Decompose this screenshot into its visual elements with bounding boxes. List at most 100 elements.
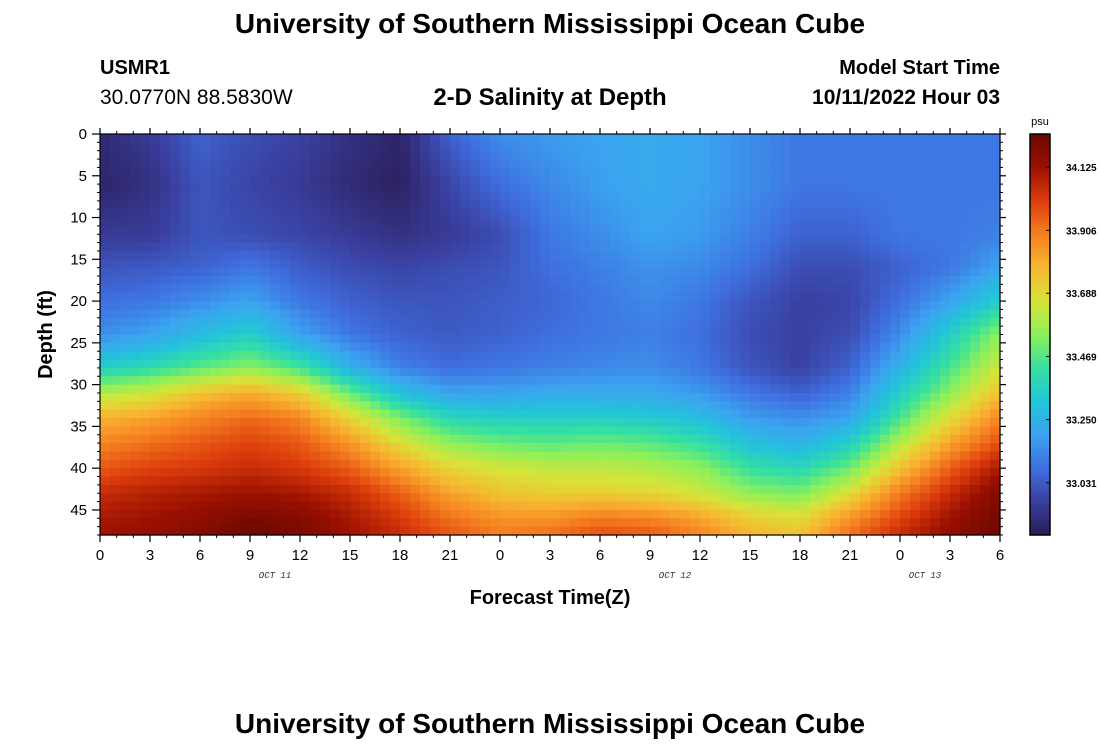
heatmap-cell (820, 284, 831, 294)
heatmap-cell (810, 317, 821, 327)
heatmap-cell (670, 493, 681, 503)
heatmap-cell (250, 284, 261, 294)
heatmap-cell (470, 509, 481, 519)
heatmap-cell (880, 367, 891, 377)
heatmap-cell (680, 493, 691, 503)
heatmap-cell (650, 192, 661, 202)
heatmap-cell (810, 192, 821, 202)
heatmap-cell (490, 267, 501, 277)
heatmap-cell (610, 526, 621, 536)
heatmap-cell (820, 142, 831, 152)
heatmap-cell (510, 493, 521, 503)
heatmap-cell (930, 234, 941, 244)
heatmap-cell (970, 276, 981, 285)
heatmap-cell (780, 225, 791, 235)
heatmap-cell (590, 200, 601, 210)
heatmap-cell (780, 392, 791, 402)
heatmap-cell (800, 192, 811, 202)
heatmap-cell (190, 459, 201, 469)
heatmap-cell (500, 518, 511, 528)
heatmap-cell (580, 476, 591, 486)
heatmap-cell (310, 359, 321, 369)
heatmap-cell (600, 292, 611, 302)
heatmap-cell (550, 242, 561, 252)
heatmap-cell (630, 242, 641, 252)
heatmap-cell (170, 317, 181, 327)
heatmap-cell (430, 384, 441, 394)
heatmap-cell (410, 484, 421, 494)
heatmap-cell (540, 184, 551, 194)
heatmap-cell (120, 468, 131, 478)
heatmap-cell (850, 401, 861, 411)
heatmap-cell (330, 468, 341, 478)
heatmap-cell (670, 242, 681, 252)
heatmap-cell (340, 526, 351, 536)
heatmap-cell (220, 509, 231, 519)
heatmap-cell (720, 142, 731, 152)
heatmap-cell (470, 242, 481, 252)
heatmap-cell (180, 242, 191, 252)
heatmap-cell (700, 392, 711, 402)
heatmap-cell (220, 484, 231, 494)
heatmap-cell (730, 167, 741, 177)
heatmap-cell (940, 200, 951, 210)
heatmap-cell (700, 309, 711, 319)
heatmap-cell (280, 292, 291, 302)
heatmap-cell (500, 434, 511, 444)
heatmap-cell (270, 426, 281, 436)
heatmap-cell (560, 217, 571, 227)
heatmap-cell (740, 242, 751, 252)
heatmap-cell (320, 267, 331, 277)
heatmap-cell (520, 217, 531, 227)
heatmap-cell (410, 301, 421, 311)
heatmap-cell (640, 326, 651, 336)
heatmap-cell (830, 284, 841, 294)
heatmap-cell (270, 209, 281, 219)
heatmap-cell (750, 526, 761, 536)
heatmap-cell (900, 468, 911, 478)
heatmap-cell (160, 342, 171, 352)
heatmap-cell (650, 484, 661, 494)
heatmap-cell (810, 292, 821, 302)
heatmap-cell (210, 459, 221, 469)
heatmap-cell (530, 476, 541, 486)
heatmap-cell (610, 401, 621, 411)
heatmap-cell (660, 359, 671, 369)
heatmap-cell (390, 184, 401, 194)
heatmap-cell (830, 150, 841, 160)
heatmap-cell (720, 376, 731, 386)
heatmap-cell (260, 284, 271, 294)
heatmap-cell (440, 434, 451, 444)
heatmap-cell (160, 134, 171, 143)
heatmap-cell (770, 225, 781, 235)
heatmap-cell (350, 493, 361, 503)
heatmap-cell (140, 376, 151, 386)
heatmap-cell (380, 284, 391, 294)
heatmap-cell (440, 217, 451, 227)
heatmap-cell (910, 142, 921, 152)
heatmap-cell (820, 509, 831, 519)
heatmap-cell (630, 326, 641, 336)
heatmap-cell (460, 192, 471, 202)
heatmap-cell (110, 376, 121, 386)
heatmap-cell (480, 476, 491, 486)
heatmap-cell (640, 150, 651, 160)
heatmap-cell (140, 459, 151, 469)
heatmap-cell (830, 359, 841, 369)
heatmap-cell (410, 493, 421, 503)
heatmap-cell (620, 317, 631, 327)
heatmap-cell (250, 518, 261, 528)
heatmap-cell (590, 267, 601, 277)
heatmap-cell (480, 134, 491, 143)
heatmap-cell (910, 518, 921, 528)
heatmap-cell (460, 250, 471, 260)
heatmap-cell (690, 134, 701, 143)
heatmap-cell (790, 351, 801, 361)
heatmap-cell (920, 359, 931, 369)
heatmap-cell (210, 443, 221, 453)
heatmap-cell (380, 501, 391, 511)
heatmap-cell (850, 476, 861, 486)
heatmap-cell (560, 142, 571, 152)
heatmap-cell (360, 493, 371, 503)
heatmap-cell (270, 242, 281, 252)
